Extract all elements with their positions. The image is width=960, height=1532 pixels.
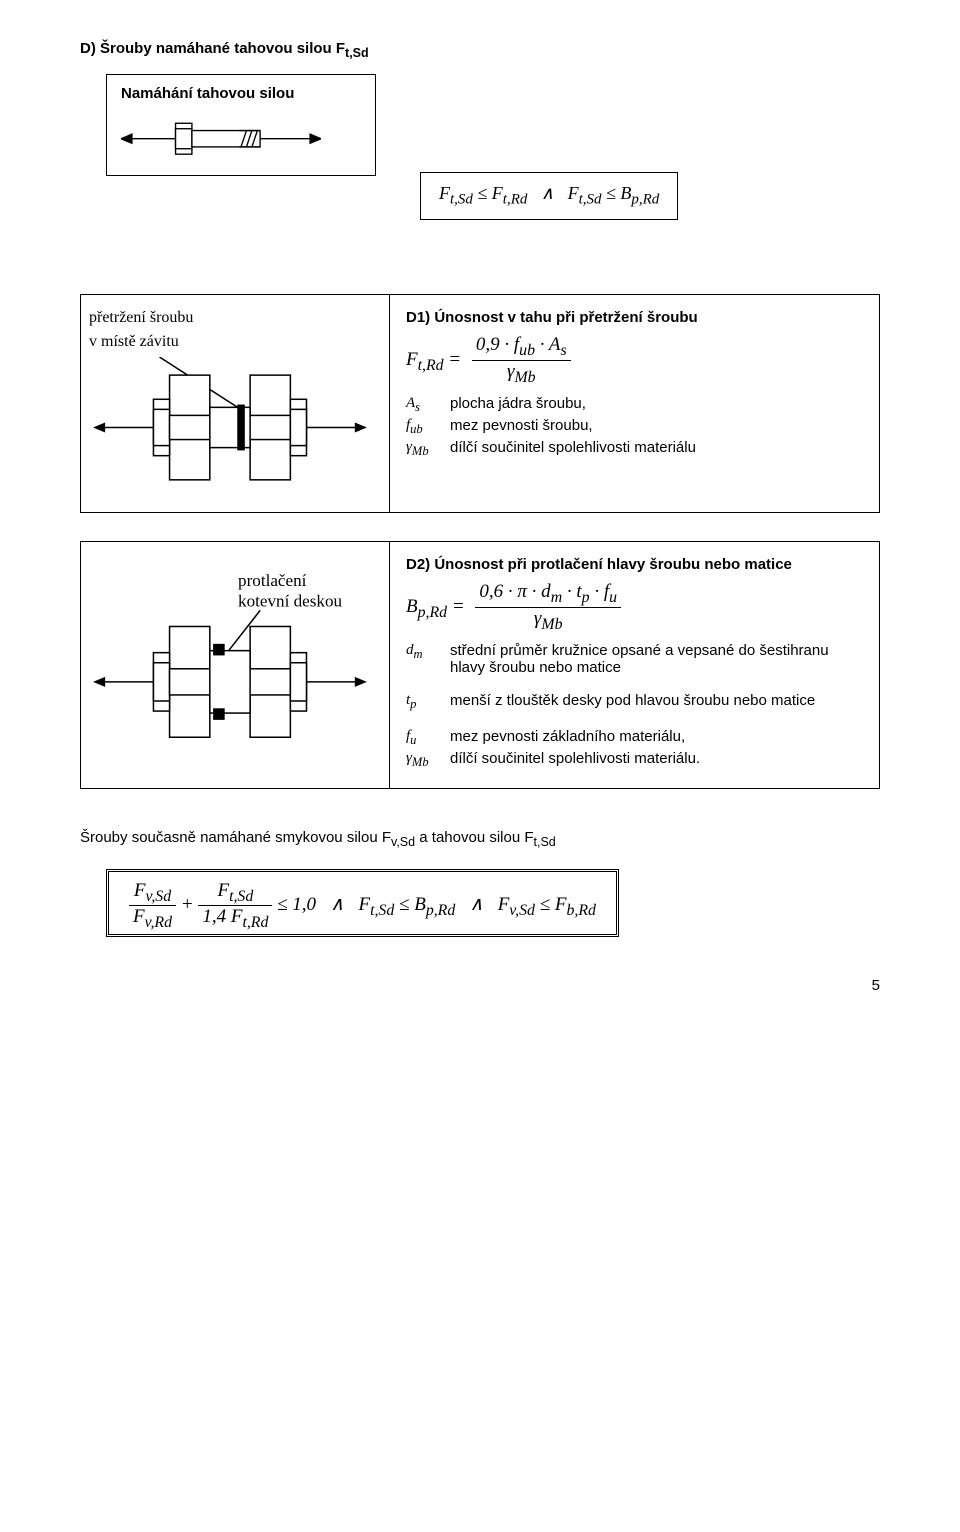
d2-g-sym: γMb (406, 750, 450, 770)
d1-def0-txt: plocha jádra šroubu, (450, 395, 863, 415)
d1-caption2: v místě závitu (89, 333, 381, 351)
final-text: Šrouby současně namáhané smykovou silou … (80, 829, 880, 849)
d1-defs: Asplocha jádra šroubu, fubmez pevnosti š… (406, 395, 863, 459)
section-title: D) Šrouby namáhané tahovou silou Ft,Sd (80, 40, 880, 60)
d2-formula-lhs: Bp,Rd = (406, 596, 465, 617)
d2-tp-txt: menší z tlouštěk desky pod hlavou šroubu… (450, 692, 863, 712)
d1-formula-lhs: Ft,Rd = (406, 349, 461, 370)
ff-plus: + (181, 894, 199, 915)
d2-caption2: kotevní deskou (238, 591, 343, 610)
loading-heading: Namáhání tahovou silou (121, 85, 361, 102)
final-formula-box: Fv,Sd Fv,Rd + Ft,Sd 1,4 Ft,Rd ≤ 1,0 ∧ Ft… (106, 869, 619, 938)
panel-d1: přetržení šroubu v místě závitu (80, 294, 880, 513)
d2-dm-sym: dm (406, 642, 450, 676)
d2-fu-txt: mez pevnosti základního materiálu, (450, 728, 863, 748)
d2-caption1: protlačení (238, 571, 307, 590)
d2-dm-txt: střední průměr kružnice opsané a vepsané… (450, 642, 863, 676)
d1-def0-sym: As (406, 395, 450, 415)
panel-d2: protlačení kotevní deskou (80, 541, 880, 789)
d1-formula-den: γMb (472, 360, 571, 387)
ff-t2-num: Ft,Sd (198, 880, 272, 906)
ff-rest: ≤ 1,0 ∧ Ft,Sd ≤ Bp,Rd ∧ Fv,Sd ≤ Fb,Rd (277, 894, 596, 915)
d2-formula-den: γMb (475, 607, 621, 634)
d2-fu-sym: fu (406, 728, 450, 748)
d2-heading: D2) Únosnost při protlačení hlavy šroubu… (406, 556, 863, 573)
ff-t1-num: Fv,Sd (129, 880, 176, 906)
ff-t1-den: Fv,Rd (129, 905, 176, 932)
d2-formula-num: 0,6 · π · dm · tp · fu (475, 581, 621, 607)
formula-box-1: Ft,Sd ≤ Ft,Rd ∧ Ft,Sd ≤ Bp,Rd (420, 172, 678, 220)
d1-heading: D1) Únosnost v tahu při přetržení šroubu (406, 309, 863, 326)
bolt-side-drawing (121, 116, 321, 161)
d1-formula-num: 0,9 · fub · As (472, 334, 571, 360)
d2-g-txt: dílčí součinitel spolehlivosti materiálu… (450, 750, 863, 770)
page-number: 5 (80, 977, 880, 994)
d1-caption1: přetržení šroubu (89, 309, 381, 327)
d2-tp-sym: tp (406, 692, 450, 712)
d1-def1-sym: fub (406, 417, 450, 437)
d1-def2-sym: γMb (406, 439, 450, 459)
d1-def1-txt: mez pevnosti šroubu, (450, 417, 863, 437)
d1-def2-txt: dílčí součinitel spolehlivosti materiálu (450, 439, 863, 459)
d1-figure (89, 357, 381, 498)
ff-t2-den: 1,4 Ft,Rd (198, 905, 272, 932)
d2-figure: protlačení kotevní deskou (89, 556, 381, 757)
